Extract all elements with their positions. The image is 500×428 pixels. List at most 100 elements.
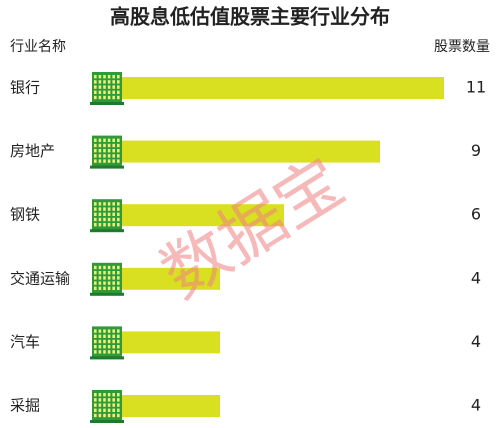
icon-window (103, 286, 106, 290)
bar (92, 267, 220, 290)
icon-window (112, 154, 115, 158)
icon-window (98, 80, 102, 84)
icon-window (117, 265, 120, 270)
icon-window (112, 90, 115, 94)
icon-window (103, 265, 106, 270)
icon-window (103, 149, 106, 153)
icon-window (103, 350, 106, 354)
icon-window (107, 345, 111, 349)
icon-window (117, 159, 120, 163)
icon-window (117, 138, 120, 142)
icon-window (117, 398, 120, 402)
icon-window (98, 276, 102, 280)
icon-window (103, 403, 106, 407)
icon-window (107, 286, 111, 290)
icon-window (112, 223, 115, 227)
icon-base (90, 356, 124, 360)
icon-window (98, 223, 102, 227)
icon-window (94, 159, 97, 163)
icon-window (107, 265, 111, 270)
icon-window (107, 223, 111, 227)
value-label: 11 (466, 78, 486, 97)
value-label: 6 (471, 205, 481, 224)
icon-window (94, 207, 97, 211)
icon-window (98, 393, 102, 397)
icon-window (107, 276, 111, 280)
icon-window (117, 271, 120, 275)
icon-window (112, 265, 115, 270)
value-label: 4 (471, 332, 481, 351)
icon-window (107, 154, 111, 158)
icon-window (112, 334, 115, 338)
value-header: 股票数量 (434, 39, 490, 55)
icon-window (112, 85, 115, 89)
value-label: 4 (471, 396, 481, 415)
icon-window (117, 90, 120, 94)
icon-window (107, 350, 111, 354)
icon-window (94, 408, 97, 412)
icon-window (94, 413, 97, 418)
icon-window (103, 408, 106, 412)
icon-window (94, 334, 97, 338)
icon-window (107, 159, 111, 163)
icon-window (94, 223, 97, 227)
icon-window (112, 393, 115, 397)
icon-window (117, 281, 120, 285)
category-label: 交通运输 (10, 269, 70, 287)
icon-window (103, 393, 106, 397)
icon-window (117, 286, 120, 290)
icon-window (112, 80, 115, 84)
icon-window (112, 413, 115, 418)
icon-window (103, 75, 106, 79)
icon-window (107, 207, 111, 211)
icon-window (107, 85, 111, 89)
icon-window (103, 413, 106, 418)
icon-window (94, 286, 97, 290)
icon-window (98, 149, 102, 153)
icon-window (107, 281, 111, 285)
icon-window (98, 265, 102, 270)
icon-base (90, 165, 124, 169)
category-label: 汽车 (10, 333, 40, 351)
icon-window (98, 154, 102, 158)
icon-window (103, 345, 106, 349)
icon-window (117, 154, 120, 158)
icon-window (107, 339, 111, 344)
icon-window (98, 339, 102, 344)
icon-window (94, 80, 97, 84)
icon-window (103, 207, 106, 211)
industry-icon (90, 199, 124, 233)
icon-window (103, 90, 106, 94)
icon-window (112, 350, 115, 354)
icon-window (112, 143, 115, 148)
icon-window (117, 143, 120, 148)
icon-window (103, 334, 106, 338)
icon-window (103, 223, 106, 227)
icon-window (103, 95, 106, 100)
icon-window (98, 345, 102, 349)
icon-window (112, 202, 115, 206)
icon-window (103, 85, 106, 89)
icon-window (98, 403, 102, 407)
icon-window (94, 75, 97, 79)
icon-base (90, 292, 124, 296)
icon-window (94, 276, 97, 280)
icon-window (103, 398, 106, 402)
industry-icon (90, 326, 124, 360)
icon-window (117, 217, 120, 222)
industry-icon (90, 135, 124, 169)
icon-window (117, 413, 120, 418)
bar (92, 204, 284, 227)
category-label: 房地产 (10, 142, 55, 160)
icon-window (117, 276, 120, 280)
icon-window (94, 345, 97, 349)
icon-window (107, 217, 111, 222)
icon-window (94, 143, 97, 148)
icon-window (94, 281, 97, 285)
icon-window (117, 339, 120, 344)
icon-window (94, 212, 97, 216)
icon-base (90, 102, 124, 105)
industry-icon (90, 262, 124, 296)
bar (92, 77, 444, 99)
